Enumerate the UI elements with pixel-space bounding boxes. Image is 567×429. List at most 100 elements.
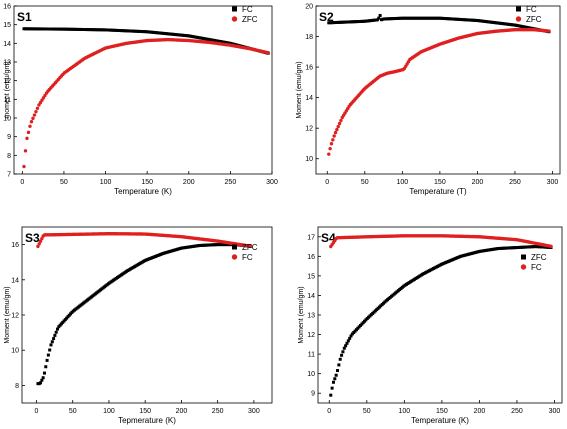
y-tick-label: 20 — [305, 4, 313, 11]
data-point — [28, 124, 32, 128]
data-point — [348, 336, 352, 340]
y-tick-label: 9 — [7, 134, 11, 141]
x-tick-label: 300 — [547, 179, 559, 186]
x-tick-label: 150 — [141, 179, 153, 186]
x-tick-label: 50 — [363, 408, 371, 415]
x-tick-label: 250 — [212, 408, 224, 415]
x-axis-label: Temperature (K) — [114, 187, 172, 196]
x-axis-label: Temperature (T) — [409, 187, 467, 196]
legend-marker — [231, 16, 238, 22]
data-point — [23, 149, 28, 153]
y-tick-label: 15 — [3, 22, 11, 29]
data-point — [266, 51, 270, 55]
y-tick-label: 13 — [307, 313, 315, 320]
data-point — [40, 378, 44, 382]
legend-label: ZFC — [242, 243, 258, 252]
data-point — [332, 134, 336, 138]
data-point — [378, 13, 382, 17]
data-point — [41, 376, 45, 380]
chart-panel-2: 0 50 100 150 200 250 300 10 12 14 16 18 20 Temperatur… — [296, 4, 561, 196]
data-point — [337, 121, 342, 126]
y-tick-label: 14 — [3, 41, 11, 48]
data-point — [45, 358, 49, 362]
x-tick-label: 300 — [549, 408, 561, 415]
legend-label: FC — [242, 5, 253, 14]
x-tick-label: 200 — [176, 408, 188, 415]
legend-label: ZFC — [531, 253, 547, 262]
legend-marker — [520, 264, 527, 270]
x-tick-label: 100 — [398, 408, 410, 415]
x-tick-label: 50 — [361, 179, 369, 186]
data-point — [39, 381, 43, 385]
x-tick-label: 150 — [139, 408, 151, 415]
data-point — [42, 371, 46, 375]
data-point — [333, 377, 337, 381]
x-tick-label: 250 — [225, 179, 237, 186]
y-tick-label: 10 — [307, 371, 315, 378]
x-axis-label: Temperature (K) — [411, 416, 469, 425]
legend-label: FC — [242, 253, 253, 262]
data-point — [26, 130, 31, 135]
data-point — [335, 127, 339, 132]
data-point — [377, 16, 381, 20]
chart-panel-4: 0 50 100 150 200 250 300 9 10 11 12 13 14 15 16 17 Tempe… — [298, 226, 563, 425]
x-tick-label: 150 — [434, 179, 446, 186]
y-tick-label: 14 — [307, 293, 315, 300]
x-tick-label: 0 — [327, 408, 331, 415]
data-point — [331, 380, 335, 384]
y-tick-label: 16 — [3, 4, 11, 11]
y-tick-label: 12 — [3, 78, 11, 85]
y-tick-label: 10 — [305, 156, 313, 163]
y-tick-label: 9 — [311, 391, 315, 398]
chart-panel-3: 0 50 100 150 200 250 300 8 10 12 14 16 Tepmerature (… — [4, 226, 273, 425]
data-point — [338, 357, 342, 361]
x-tick-label: 0 — [325, 179, 329, 186]
y-tick-label: 13 — [3, 60, 11, 67]
legend-marker — [231, 254, 238, 260]
data-point — [25, 136, 29, 141]
data-point — [328, 146, 332, 151]
data-point — [375, 18, 379, 22]
x-tick-label: 200 — [183, 179, 195, 186]
x-tick-label: 0 — [20, 179, 24, 186]
series-zfc — [329, 245, 553, 397]
x-tick-label: 300 — [248, 408, 260, 415]
y-tick-label: 16 — [307, 254, 315, 261]
y-tick-label: 15 — [307, 273, 315, 280]
y-tick-label: 14 — [11, 277, 19, 284]
y-axis-label: Moment (emu/gm) — [298, 286, 305, 343]
data-point — [329, 393, 333, 397]
x-tick-label: 50 — [69, 408, 77, 415]
x-tick-label: 200 — [474, 408, 486, 415]
data-point — [327, 152, 331, 156]
data-point — [35, 106, 40, 110]
y-tick-label: 14 — [305, 95, 313, 102]
data-point — [336, 369, 340, 373]
x-tick-label: 250 — [511, 408, 523, 415]
data-point — [549, 244, 553, 249]
y-tick-label: 10 — [11, 348, 19, 355]
data-point — [31, 116, 35, 121]
y-tick-label: 16 — [305, 65, 313, 72]
series-fc — [36, 231, 253, 249]
data-point — [345, 341, 349, 345]
data-point — [54, 330, 58, 334]
plot-frame — [21, 226, 273, 404]
legend-marker — [232, 6, 237, 12]
y-tick-label: 12 — [305, 126, 313, 133]
legend-marker — [515, 16, 522, 22]
panel-label: S1 — [17, 10, 32, 24]
data-point — [37, 242, 41, 246]
x-tick-label: 100 — [396, 179, 408, 186]
data-point — [331, 138, 335, 142]
x-tick-label: 100 — [100, 179, 112, 186]
series-zfc — [36, 243, 253, 386]
data-point — [340, 353, 344, 357]
data-point — [22, 164, 26, 169]
data-point — [344, 344, 348, 348]
data-point — [56, 327, 60, 331]
data-point — [346, 339, 350, 343]
data-point — [339, 118, 343, 123]
data-point — [53, 333, 57, 337]
y-axis-label: Moment (emu/gm) — [296, 61, 303, 118]
